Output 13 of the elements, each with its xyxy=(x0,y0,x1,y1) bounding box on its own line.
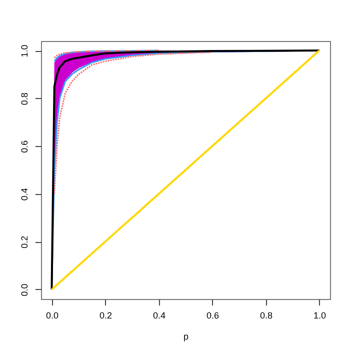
x-tick-label: 1.0 xyxy=(314,310,326,320)
y-tick-label: 1.0 xyxy=(20,44,30,58)
y-tick-label: 0.6 xyxy=(20,140,30,153)
x-axis-title: p xyxy=(183,332,189,342)
y-tick-label: 0.2 xyxy=(20,236,30,248)
x-tick-label: 0.6 xyxy=(206,310,220,320)
x-tick-label: 0.8 xyxy=(260,310,273,320)
y-tick-label: 0.8 xyxy=(20,92,30,106)
x-tick-label: 0.4 xyxy=(152,310,166,320)
x-tick-label: 0.2 xyxy=(99,310,112,320)
y-tick-label: 0.4 xyxy=(20,188,30,201)
y-tick-label: 0.0 xyxy=(20,284,30,296)
x-tick-label: 0.0 xyxy=(46,310,58,320)
